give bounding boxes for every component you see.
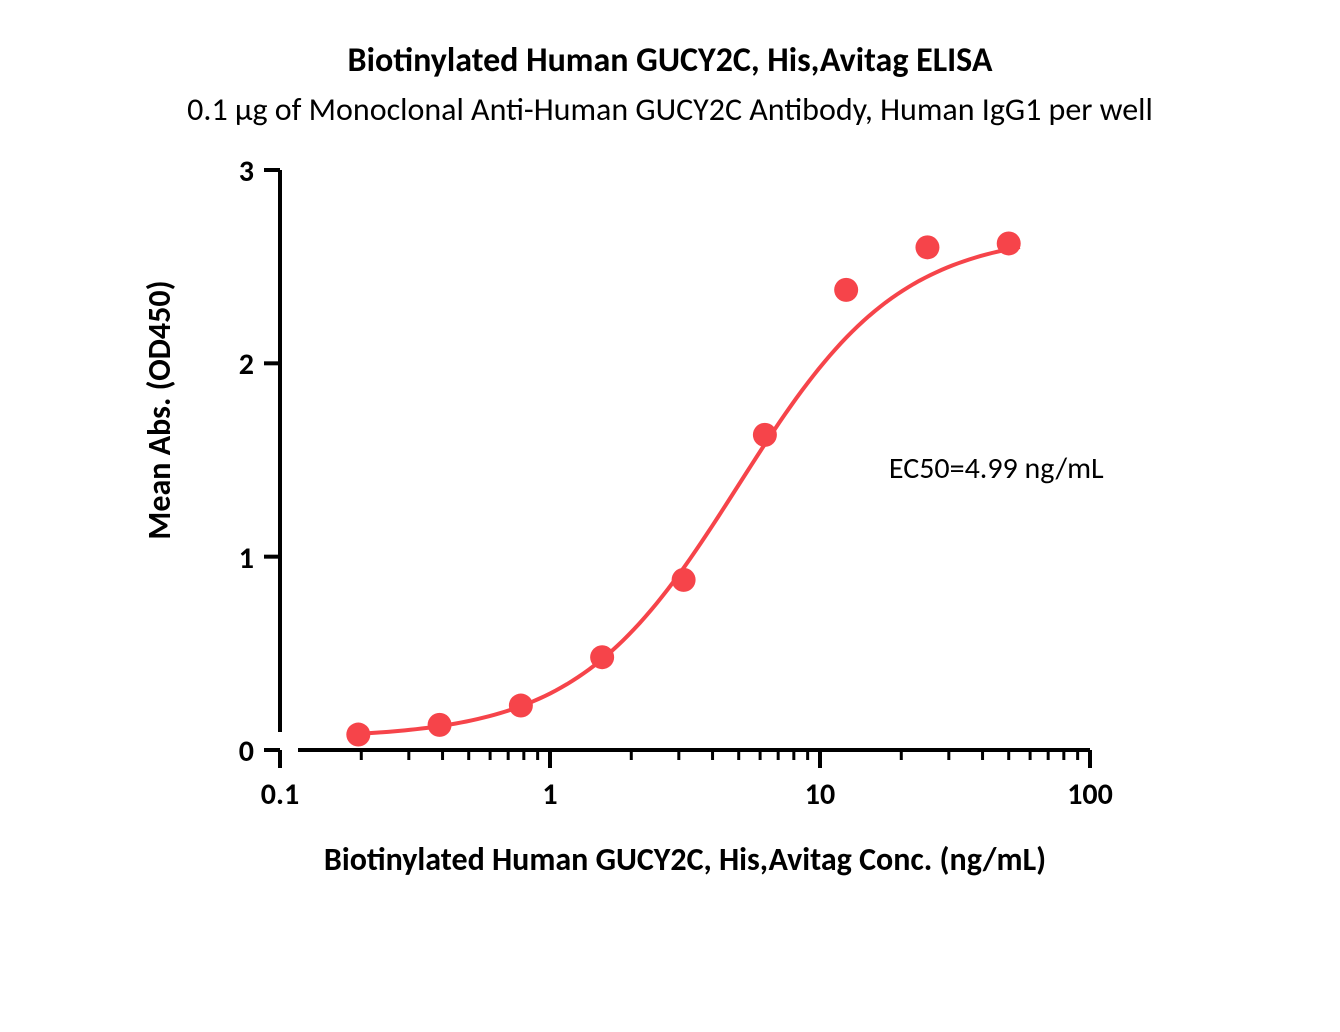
y-tick-label: 2 bbox=[194, 346, 254, 383]
x-axis-label: Biotinylated Human GUCY2C, His,Avitag Co… bbox=[280, 840, 1090, 879]
chart-title: Biotinylated Human GUCY2C, His,Avitag EL… bbox=[0, 40, 1340, 81]
y-tick-label: 3 bbox=[194, 153, 254, 190]
y-tick-label: 0 bbox=[194, 733, 254, 770]
y-axis-label: Mean Abs. (OD450) bbox=[140, 200, 179, 620]
chart-subtitle: 0.1 μg of Monoclonal Anti-Human GUCY2C A… bbox=[0, 90, 1340, 129]
x-tick-label: 0.1 bbox=[240, 776, 320, 813]
x-tick-label: 1 bbox=[510, 776, 590, 813]
x-tick-label: 100 bbox=[1050, 776, 1130, 813]
ec50-annotation: EC50=4.99 ng/mL bbox=[889, 450, 1104, 487]
x-tick-label: 10 bbox=[780, 776, 860, 813]
y-tick-label: 1 bbox=[194, 540, 254, 577]
chart-container: Biotinylated Human GUCY2C, His,Avitag EL… bbox=[0, 0, 1340, 1032]
